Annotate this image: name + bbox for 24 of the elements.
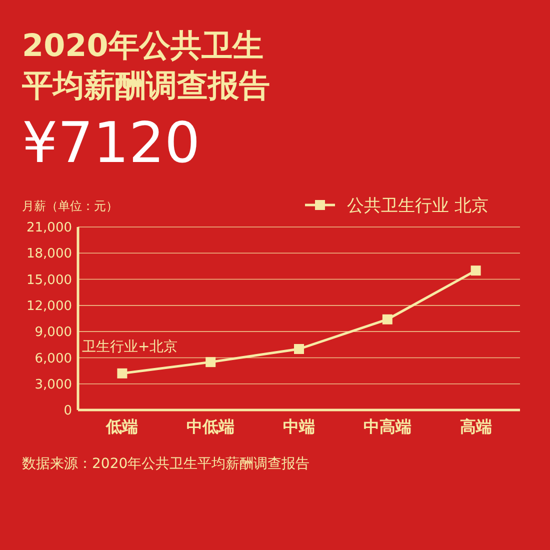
annotation: 卫生行业+北京 bbox=[82, 339, 178, 355]
point bbox=[470, 266, 481, 276]
y-tick-label: 3,000 bbox=[34, 377, 72, 392]
y-tick-label: 0 bbox=[64, 404, 72, 419]
point bbox=[206, 357, 216, 368]
y-tick-label: 15,000 bbox=[26, 272, 72, 288]
x-tick-label: 高端 bbox=[460, 417, 492, 436]
x-tick-label: 中高端 bbox=[363, 417, 412, 436]
y-tick-label: 12,000 bbox=[26, 298, 72, 314]
x-tick-label: 低端 bbox=[105, 417, 138, 436]
y-tick-label: 21,000 bbox=[26, 220, 72, 236]
y-tick-label: 9,000 bbox=[34, 325, 72, 340]
x-tick-label: 中低端 bbox=[186, 417, 235, 436]
chart-subtitle: ¥7120 bbox=[22, 111, 200, 176]
point bbox=[382, 314, 392, 324]
legend-label: 公共卫生行业 北京 bbox=[347, 196, 488, 216]
point bbox=[294, 344, 304, 354]
y-axis-title: 月薪（单位：元） bbox=[22, 199, 118, 213]
source-note: 数据来源：2020年公共卫生平均薪酬调查报告 bbox=[22, 456, 310, 472]
x-tick-label: 中端 bbox=[283, 417, 315, 436]
y-tick-label: 18,000 bbox=[26, 246, 72, 262]
point bbox=[117, 368, 128, 378]
y-tick-label: 6,000 bbox=[34, 351, 72, 366]
chart-title: 2020年公共卫生平均薪酬调查报告 bbox=[21, 28, 270, 104]
